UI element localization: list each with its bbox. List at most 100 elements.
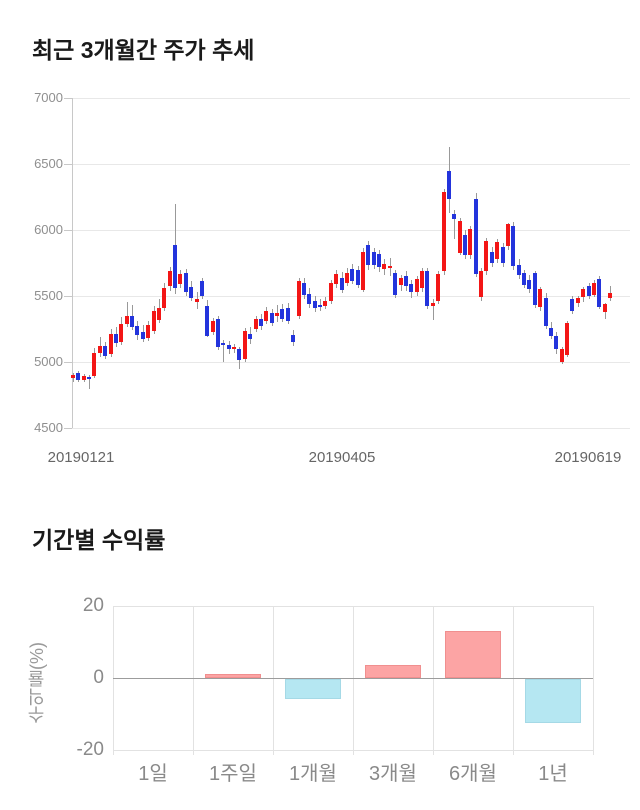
candle-body [259,319,263,326]
candle-body [490,252,494,263]
returns-gridline-v [193,606,194,755]
candle-body [135,326,139,335]
candle-body [243,331,247,359]
candle-body [178,274,182,284]
candle-body [103,346,107,356]
returns-gridline-v [433,606,434,755]
candle-body [479,271,483,297]
candle-body [420,271,424,288]
candle-body [458,221,462,253]
candle-body [576,298,580,303]
candle-body [302,283,306,295]
price-tick-mark [64,164,72,165]
returns-category-3m: 3개월 [369,763,417,785]
candle-body [109,334,113,354]
price-y-tick: 7000 [34,90,63,105]
returns-gridline-v [513,606,514,755]
candle-body [522,273,526,285]
candle-body [511,226,515,266]
returns-gridline-top [113,606,593,607]
returns-chart-title: 기간별 수익률 [32,527,166,553]
candle-body [608,293,612,298]
candle-body [393,273,397,295]
candle-body [87,377,91,379]
returns-bar-positive [445,631,501,678]
candle-body [517,265,521,275]
candle-body [533,273,537,305]
candle-body [468,229,472,255]
candle-body [248,334,252,339]
candle-body [431,303,435,306]
candle-body [211,321,215,332]
price-gridline [72,296,630,297]
price-gridline [72,428,630,429]
candle-wick [126,302,128,327]
candle-body [377,254,381,267]
returns-zero-line [113,678,593,679]
candle-body [82,376,86,380]
candle-body [474,199,478,274]
candle-body [291,335,295,342]
candle-body [157,308,161,320]
candle-body [119,324,123,342]
candle-body [334,274,338,284]
returns-bar-negative [525,679,581,723]
returns-gridline-v [353,606,354,755]
candle-body [280,309,284,319]
returns-y-tick: 0 [93,667,104,688]
candle-body [409,284,413,292]
candle-body [130,316,134,327]
price-chart-title: 최근 3개월간 주가 추세 [32,37,255,63]
price-y-tick: 5000 [34,354,63,369]
candle-body [76,373,80,380]
candle-body [200,281,204,296]
returns-gridline-v [273,606,274,755]
price-x-tick-start: 20190121 [47,449,115,466]
candle-body [232,347,236,349]
candle-body [270,313,274,323]
candle-body [447,171,451,199]
price-tick-mark [64,428,72,429]
candle-body [506,224,510,246]
candle-body [356,270,360,285]
candle-body [527,280,531,289]
candle-body [168,271,172,286]
price-x-tick-mid: 20190405 [308,449,376,466]
price-x-tick-end: 20190619 [554,449,622,466]
candle-body [146,325,150,338]
candle-body [388,266,392,268]
price-y-tick: 6000 [34,222,63,237]
candle-body [125,316,129,324]
candle-wick [88,375,90,389]
candle-body [345,273,349,283]
returns-bar-negative [285,679,341,699]
price-gridline [72,362,630,363]
price-y-tick: 6500 [34,156,63,171]
returns-y-tick: 20 [82,595,104,616]
candle-wick [432,299,434,320]
candle-body [366,245,370,265]
candle-body [570,299,574,311]
returns-category-1y: 1년 [538,763,568,785]
candle-wick [222,340,224,362]
candle-body [415,279,419,292]
returns-gridline-bottom [113,750,593,751]
returns-category-1m: 1개월 [289,763,337,785]
candle-body [275,313,279,316]
returns-y-tick: -20 [76,739,104,760]
candle-body [350,269,354,281]
returns-y-axis-label: 수익률(%) [27,642,47,724]
candle-body [382,264,386,269]
price-y-tick: 4500 [34,420,63,435]
candle-body [71,375,75,378]
returns-bar-positive [205,674,261,678]
candle-body [98,346,102,353]
returns-category-1d: 1일 [138,763,168,785]
candle-body [560,349,564,362]
candle-body [184,273,188,292]
price-tick-mark [64,230,72,231]
candle-body [565,323,569,355]
candle-body [425,271,429,306]
candle-body [372,252,376,265]
candle-body [587,286,591,296]
